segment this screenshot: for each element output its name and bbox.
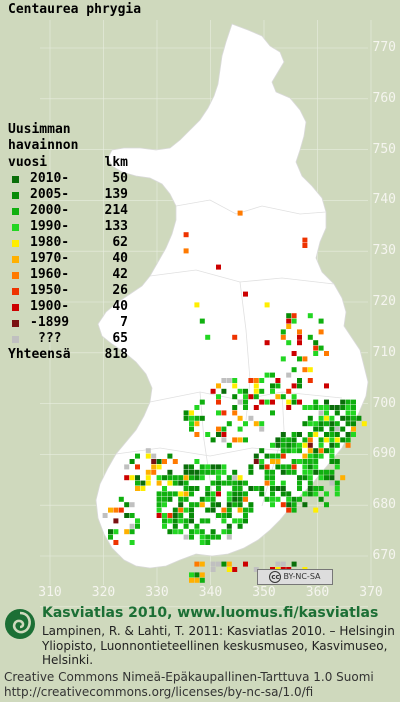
x-axis-tick-label: 340 — [198, 585, 223, 600]
y-axis-tick-label: 750 — [372, 141, 396, 157]
kasviatlas-logo-icon — [5, 609, 35, 639]
legend-row: 1960- 42 — [8, 267, 128, 283]
legend-count: 133 — [104, 218, 128, 234]
license-text: Creative Commons Nimeä-Epäkaupallinen-Ta… — [4, 670, 400, 700]
legend-count: 62 — [112, 234, 128, 250]
legend-year-label: 2005- — [30, 186, 70, 202]
legend-row: 1900- 40 — [8, 299, 128, 315]
legend-swatch — [12, 191, 19, 199]
y-axis-tick-label: 720 — [372, 294, 396, 309]
legend-swatch — [12, 255, 19, 263]
cc-icon: cc — [269, 571, 282, 583]
legend-swatch — [12, 335, 19, 343]
legend-swatch — [12, 319, 19, 327]
legend-row: 1990- 133 — [8, 219, 128, 235]
legend: Uusimman havainnon vuosi lkm 2010- 50 2005… — [8, 122, 128, 363]
license-line-1: Creative Commons Nimeä-Epäkaupallinen-Ta… — [4, 670, 374, 684]
legend-heading-2: havainnon — [8, 138, 79, 154]
citation: Lampinen, R. & Lahti, T. 2011: Kasviatla… — [42, 624, 395, 667]
y-axis-tick-label: 730 — [372, 243, 396, 259]
legend-row: -1899 7 — [8, 315, 128, 331]
legend-year-label: ??? — [38, 330, 62, 346]
x-axis-tick-label: 350 — [252, 585, 276, 600]
legend-count: 7 — [120, 314, 128, 330]
legend-row: ??? 65 — [8, 331, 128, 347]
legend-rows: 2010- 50 2005- 139 2000- 214 1990- 133 1980- 62 19… — [8, 171, 128, 347]
legend-swatch — [12, 287, 19, 295]
site-name[interactable]: Kasviatlas 2010, www.luomus.fi/kasviatla… — [42, 605, 379, 621]
cc-license-badge[interactable]: cc BY-NC-SA — [257, 569, 333, 585]
legend-count: 40 — [112, 298, 128, 314]
legend-total-count: 818 — [104, 346, 128, 362]
legend-total: Yhteensä 818 — [8, 347, 128, 363]
y-axis-tick-label: 670 — [372, 548, 396, 563]
y-axis-tick-label: 690 — [372, 446, 396, 462]
legend-year-label: 1980- — [30, 234, 70, 250]
y-axis-tick-label: 680 — [372, 497, 396, 513]
legend-swatch — [12, 207, 19, 215]
legend-swatch — [12, 223, 19, 231]
legend-count: 65 — [112, 330, 128, 346]
x-axis-tick-label: 330 — [145, 585, 169, 600]
legend-year-label: 1990- — [30, 218, 70, 234]
legend-year-label: 2000- — [30, 202, 70, 218]
legend-count: 214 — [104, 202, 128, 218]
occurrence-dots — [102, 210, 367, 583]
legend-row: 2000- 214 — [8, 203, 128, 219]
y-axis-tick-label: 710 — [372, 344, 396, 360]
legend-year-label: 1960- — [30, 266, 70, 282]
legend-total-label: Yhteensä — [8, 346, 71, 362]
legend-swatch — [12, 303, 19, 311]
legend-year-label: 2010- — [30, 170, 70, 186]
x-axis-tick-label: 310 — [38, 585, 62, 600]
legend-swatch — [12, 175, 19, 183]
legend-swatch — [12, 239, 19, 247]
x-axis-tick-label: 370 — [359, 585, 383, 600]
legend-swatch — [12, 271, 19, 279]
legend-year-label: -1899 — [30, 314, 70, 330]
legend-row: 1980- 62 — [8, 235, 128, 251]
y-axis-tick-label: 700 — [372, 395, 396, 411]
legend-count: 50 — [112, 170, 128, 186]
x-axis-tick-label: 320 — [91, 585, 116, 600]
y-axis-tick-label: 770 — [372, 40, 396, 55]
legend-year-label: 1950- — [30, 282, 70, 298]
legend-year-label: 1970- — [30, 250, 70, 266]
legend-heading-1: Uusimman — [8, 122, 71, 137]
legend-row: 2010- 50 — [8, 171, 128, 187]
license-url[interactable]: http://creativecommons.org/licenses/by-n… — [4, 685, 314, 699]
legend-count: 26 — [112, 282, 128, 298]
legend-row: 1950- 26 — [8, 283, 128, 299]
species-title: Centaurea phrygia — [8, 2, 142, 17]
legend-year-label: 1900- — [30, 298, 70, 314]
legend-row: 2005- 139 — [8, 187, 128, 203]
x-axis-tick-label: 360 — [305, 585, 330, 600]
y-axis-tick-label: 740 — [372, 192, 396, 208]
y-axis-tick-label: 760 — [372, 90, 396, 106]
legend-col-year: vuosi — [8, 154, 48, 170]
legend-count: 139 — [104, 186, 128, 202]
legend-count: 42 — [112, 266, 128, 282]
legend-col-count: lkm — [104, 154, 128, 170]
cc-badge-text: BY-NC-SA — [283, 572, 321, 581]
legend-count: 40 — [112, 250, 128, 266]
legend-row: 1970- 40 — [8, 251, 128, 267]
